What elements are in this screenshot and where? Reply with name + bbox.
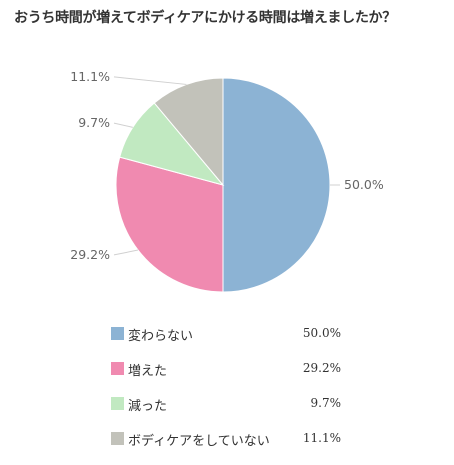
legend-value: 11.1% [302, 431, 341, 445]
legend-swatch [111, 397, 124, 410]
chart-title: おうち時間が増えてボディケアにかける時間は増えましたか？ [14, 10, 396, 26]
legend-label: ボディケアをしていない [128, 434, 270, 449]
leader-line-1 [113, 249, 139, 256]
slice-label-0: 50.0% [344, 177, 384, 192]
slice-label-3: 11.1% [70, 69, 110, 84]
legend-value: 29.2% [302, 361, 341, 375]
legend-value: 9.7% [310, 396, 342, 410]
legend-value: 50.0% [302, 326, 341, 340]
slice-label-1: 29.2% [70, 247, 110, 262]
legend-swatch [111, 432, 124, 445]
slice-label-2: 9.7% [78, 115, 110, 130]
legend-item: 増えた 29.2% [111, 360, 341, 379]
legend-swatch [111, 327, 124, 340]
legend-label: 増えた [128, 364, 168, 379]
legend-item: 減った 9.7% [111, 395, 342, 414]
pie-chart: 50.0% 29.2% 9.7% 11.1% [70, 69, 384, 293]
leader-line-3 [113, 76, 187, 85]
pie-slice-3 [153, 77, 224, 187]
legend-label: 変わらない [128, 329, 194, 344]
pie-slice-1 [115, 156, 224, 293]
legend-item: 変わらない 50.0% [111, 325, 341, 344]
pie-slice-0 [222, 77, 331, 293]
leader-line-2 [113, 122, 133, 128]
legend: 変わらない 50.0% 増えた 29.2% 減った 9.7% ボディケアをしていない 11.1… [111, 325, 341, 465]
legend-label: 減った [128, 399, 168, 414]
legend-item: ボディケアをしていない 11.1% [111, 430, 341, 449]
legend-swatch [111, 362, 124, 375]
